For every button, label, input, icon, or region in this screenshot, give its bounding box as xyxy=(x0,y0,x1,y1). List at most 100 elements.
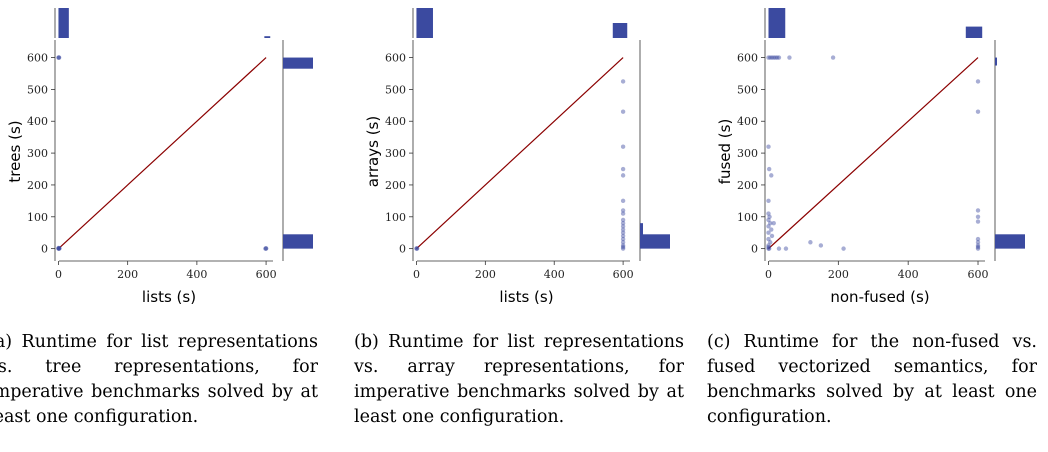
plot3-data-point xyxy=(766,224,771,229)
plot1-x-tick-label: 0 xyxy=(55,268,62,281)
plot1-y-axis-label: trees (s) xyxy=(6,120,24,182)
plot2-data-point xyxy=(620,224,626,229)
plot2-y-tick-label: 400 xyxy=(385,115,406,128)
plot3-top-hist-bar xyxy=(768,8,786,38)
plot3-y-tick-label: 600 xyxy=(737,52,758,65)
caption-a: (a) Runtime for list representations vs.… xyxy=(0,332,318,427)
plot1-y-tick-label: 200 xyxy=(27,179,48,192)
plot3-right-hist-bar xyxy=(995,57,997,66)
plot1-data-point xyxy=(57,246,62,251)
plot3-y-tick-label: 400 xyxy=(737,115,758,128)
plot3-data-point xyxy=(975,236,981,242)
plot2-data-point xyxy=(620,198,626,204)
plot1-x-tick-label: 600 xyxy=(256,268,277,281)
plot3-data-point xyxy=(766,236,771,242)
plot1-diagonal-line xyxy=(58,57,267,250)
plot3-data-point xyxy=(768,240,773,245)
plot2-data-point xyxy=(620,220,626,226)
plot1-right-hist-bar xyxy=(283,57,313,69)
plot2-x-axis-label: lists (s) xyxy=(499,288,553,306)
plot1-y-tick-label: 500 xyxy=(27,83,48,96)
plot3-data-point xyxy=(975,79,981,84)
plot2-right-hist-bar xyxy=(640,223,643,236)
plot1-right-hist-bar xyxy=(283,234,313,249)
plot1-data-point xyxy=(56,55,62,60)
plot1-y-tick-label: 100 xyxy=(27,211,48,224)
plot1-data-point xyxy=(56,246,61,251)
plot1-data-point xyxy=(263,246,268,251)
plot2-data-point xyxy=(620,236,626,242)
plot3-data-point xyxy=(787,55,792,60)
plot3-x-tick-label: 0 xyxy=(765,268,772,281)
plot2-data-point xyxy=(620,243,626,248)
plot3-data-point xyxy=(975,243,981,248)
plot2-data-point xyxy=(414,246,420,251)
plot1-y-tick-label: 300 xyxy=(27,147,48,160)
plot1-y-tick-label: 0 xyxy=(41,243,48,256)
plot3-data-point xyxy=(776,246,782,251)
plot2-data-point xyxy=(620,208,626,213)
plot3-data-point xyxy=(766,55,771,60)
plot1-x-tick-label: 400 xyxy=(186,268,207,281)
plot3-data-point xyxy=(766,243,771,248)
plot1-data-point xyxy=(56,245,61,251)
plot3-diagonal-line xyxy=(768,57,979,250)
plot3-y-tick-label: 0 xyxy=(751,243,758,256)
plot2-data-point xyxy=(620,240,626,245)
plot3-data-point xyxy=(773,55,778,60)
plot2-data-point xyxy=(414,246,419,251)
plot2-data-point xyxy=(620,230,626,235)
plot3-data-point xyxy=(766,211,771,216)
plot3-data-point xyxy=(769,233,775,239)
plot2-x-tick-label: 200 xyxy=(475,268,496,281)
caption-c: (c) Runtime for the non-fused vs. fused … xyxy=(707,332,1037,427)
plot3-data-point xyxy=(975,109,981,114)
plot3-data-point xyxy=(766,230,771,235)
plot1-data-point xyxy=(56,246,62,251)
plot3-data-point xyxy=(768,220,773,226)
plot3-data-point xyxy=(975,244,981,250)
plot1-x-tick-label: 200 xyxy=(117,268,138,281)
plot3-x-tick-label: 200 xyxy=(828,268,849,281)
plot2-data-point xyxy=(620,211,626,216)
plot2-x-tick-label: 0 xyxy=(413,268,420,281)
plot1-y-tick-label: 400 xyxy=(27,115,48,128)
plot2-y-tick-label: 500 xyxy=(385,83,406,96)
plot2-data-point xyxy=(620,109,626,114)
plot3-data-point xyxy=(975,214,981,219)
plot2-data-point xyxy=(620,244,626,250)
plot3-x-axis-label: non-fused (s) xyxy=(830,288,929,306)
plot2-y-tick-label: 100 xyxy=(385,211,406,224)
plot3-y-tick-label: 200 xyxy=(737,179,758,192)
plot1-x-axis-label: lists (s) xyxy=(142,288,196,306)
plot1-data-point xyxy=(263,246,269,251)
plot2-y-tick-label: 0 xyxy=(399,243,406,256)
plot1-top-hist-bar xyxy=(264,36,271,38)
plot3-data-point xyxy=(771,220,776,226)
caption-b: (b) Runtime for list representations vs.… xyxy=(354,332,684,427)
plot2-data-point xyxy=(620,246,626,251)
plot2-y-tick-label: 300 xyxy=(385,147,406,160)
plot3-data-point xyxy=(841,246,846,251)
plot2-y-tick-label: 600 xyxy=(385,52,406,65)
plot2-top-hist-bar xyxy=(416,8,433,38)
plot3-data-point xyxy=(766,217,771,223)
plot2-data-point xyxy=(620,79,626,84)
plot3-data-point xyxy=(808,240,813,245)
plot3-data-point xyxy=(768,55,773,60)
plot3-data-point xyxy=(783,246,789,251)
plot3-data-point xyxy=(975,240,981,245)
plot3-y-tick-label: 100 xyxy=(737,211,758,224)
plot3-data-point xyxy=(830,55,836,60)
plot3-data-point xyxy=(771,55,776,60)
plot2-y-tick-label: 200 xyxy=(385,179,406,192)
plot3-data-point xyxy=(766,244,771,250)
plot3-y-axis-label: fused (s) xyxy=(716,119,734,185)
plot2-data-point xyxy=(620,144,626,149)
plot2-y-axis-label: arrays (s) xyxy=(364,116,382,187)
plot3-data-point xyxy=(775,55,780,60)
plot3-data-point xyxy=(769,173,774,178)
plot3-data-point xyxy=(975,246,981,251)
plot3-x-tick-label: 600 xyxy=(968,268,989,281)
plot3-top-hist-bar xyxy=(965,26,983,38)
